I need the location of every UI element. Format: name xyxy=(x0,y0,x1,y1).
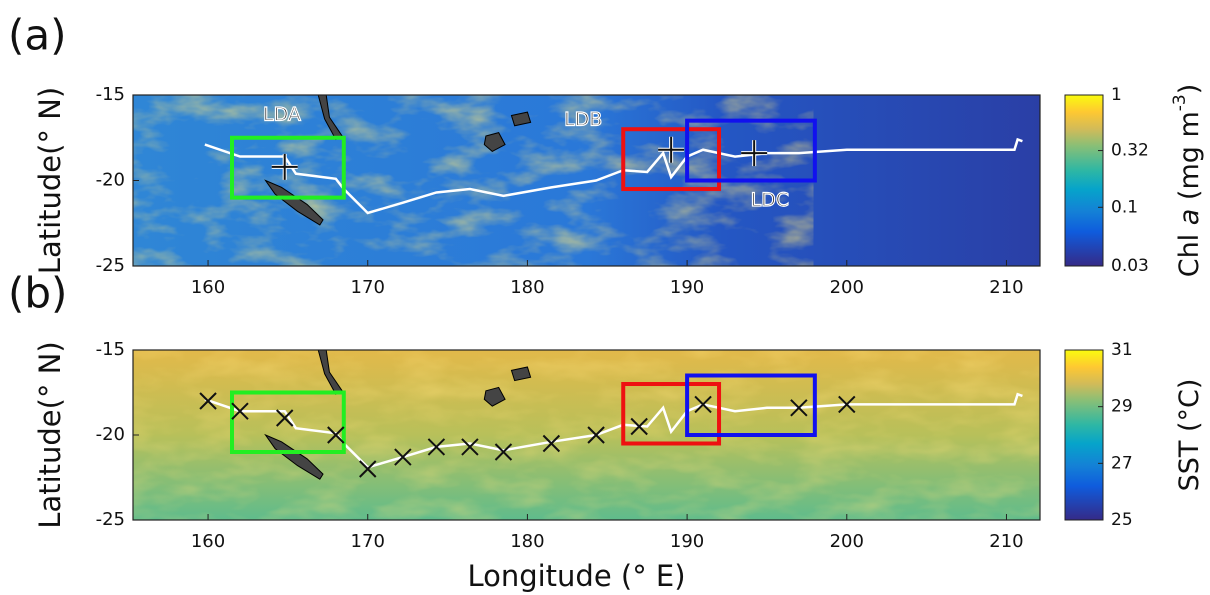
island xyxy=(483,132,506,153)
region-box xyxy=(621,127,722,192)
island xyxy=(510,111,532,127)
station-marker xyxy=(359,460,377,478)
y-axis-label: Latitude(° N) xyxy=(33,341,67,528)
y-tick-label: -20 xyxy=(96,170,125,191)
y-tick-label: -25 xyxy=(96,509,125,530)
island xyxy=(483,386,506,407)
y-tick-label: -20 xyxy=(96,424,125,445)
colorbar xyxy=(1064,94,1104,267)
x-axis-label: Longitude (° E) xyxy=(467,559,685,593)
colorbar-tick-label: 27 xyxy=(1111,453,1133,473)
x-tick-label: 160 xyxy=(191,277,225,298)
colorbar-tick-label: 31 xyxy=(1111,340,1133,360)
station-marker xyxy=(630,417,648,436)
island xyxy=(510,366,532,382)
colorbar-label-part: ) xyxy=(1174,84,1205,95)
map-area xyxy=(133,350,1040,520)
region-label: LDC xyxy=(751,189,789,211)
colorbar-tick-label: 0.1 xyxy=(1111,197,1138,217)
station-marker xyxy=(658,136,685,163)
x-tick-label: 210 xyxy=(989,531,1023,552)
x-tick-label: 170 xyxy=(351,531,385,552)
x-tick-label: 210 xyxy=(989,277,1023,298)
x-tick-label: 160 xyxy=(191,531,225,552)
panel-label: (b) xyxy=(8,269,67,318)
station-marker xyxy=(741,140,768,167)
map-panel: LDA LDB LDC 160 170 180 190 200 210 -15 -20 -25 Lati… xyxy=(8,11,1205,299)
colorbar-label-part: SST (°C) xyxy=(1174,379,1205,492)
colorbar-tick-label: 1 xyxy=(1111,85,1122,105)
region-box xyxy=(230,135,346,200)
colorbar-label: SST (°C) xyxy=(1174,379,1205,492)
station-marker xyxy=(587,426,605,444)
colorbar-label-part: (mg m xyxy=(1174,111,1205,208)
colorbar-tick-label: 25 xyxy=(1111,510,1133,530)
station-marker xyxy=(271,153,298,180)
colorbar-tick-label: 0.03 xyxy=(1111,256,1149,276)
region-box xyxy=(685,118,817,183)
y-tick-label: -15 xyxy=(96,339,125,360)
station-marker xyxy=(394,448,412,466)
colorbar xyxy=(1064,349,1104,521)
station-marker xyxy=(494,443,513,461)
station-marker xyxy=(327,426,345,444)
region-label: LDB xyxy=(564,109,602,131)
colorbar-tick-label: 0.32 xyxy=(1111,141,1149,161)
ship-track xyxy=(204,137,1023,215)
y-tick-label: -25 xyxy=(96,255,125,276)
x-tick-label: 200 xyxy=(830,531,864,552)
colorbar-label: Chl a (mg m-3) xyxy=(1170,84,1205,278)
region-box xyxy=(621,382,722,446)
panel-label: (a) xyxy=(8,11,67,60)
station-marker xyxy=(199,392,217,410)
colorbar-label-part: -3 xyxy=(1170,94,1190,111)
station-marker xyxy=(461,438,479,456)
region-label: LDA xyxy=(263,104,301,126)
x-tick-label: 190 xyxy=(670,277,704,298)
x-tick-label: 180 xyxy=(510,531,544,552)
station-marker xyxy=(790,399,808,417)
x-tick-label: 190 xyxy=(670,531,704,552)
x-tick-label: 170 xyxy=(351,277,385,298)
map-texture xyxy=(133,350,1040,520)
station-marker xyxy=(542,434,561,453)
colorbar-tick-label: 29 xyxy=(1111,397,1133,417)
colorbar-label-part: Chl xyxy=(1174,225,1205,277)
map-panel: 160 170 180 190 200 210 -15 -20 -25 Latitude(° N)… xyxy=(8,269,1205,594)
colorbar-label-part: a xyxy=(1174,209,1205,226)
station-marker xyxy=(427,438,446,456)
y-tick-label: -15 xyxy=(96,84,125,105)
station-marker xyxy=(694,395,712,414)
x-tick-label: 200 xyxy=(830,277,864,298)
region-box xyxy=(230,390,346,454)
station-marker xyxy=(838,395,856,414)
map-area xyxy=(133,95,1040,266)
x-tick-label: 180 xyxy=(510,277,544,298)
y-axis-label: Latitude(° N) xyxy=(33,87,67,274)
region-box xyxy=(685,373,817,437)
station-marker xyxy=(275,409,294,427)
station-marker xyxy=(231,402,249,420)
